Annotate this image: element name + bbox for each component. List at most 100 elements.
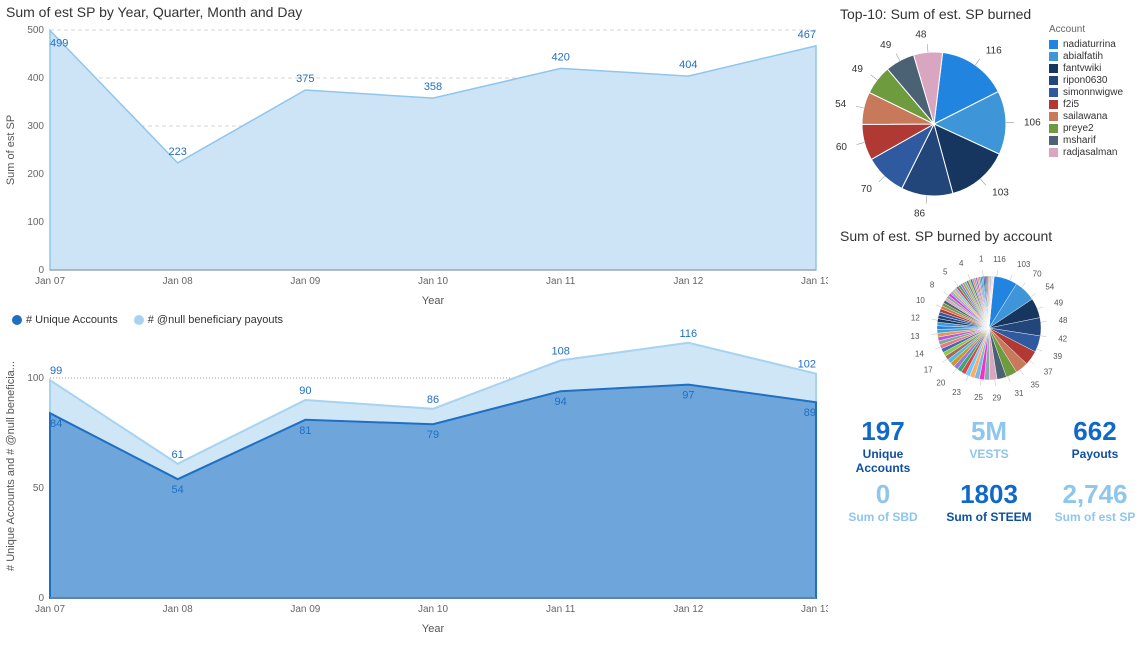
- svg-text:48: 48: [1059, 316, 1068, 325]
- svg-text:54: 54: [835, 99, 847, 110]
- all-pie-title: Sum of est. SP burned by account: [840, 228, 1144, 244]
- svg-text:4: 4: [959, 259, 964, 268]
- svg-text:Jan 11: Jan 11: [546, 276, 576, 287]
- svg-text:Jan 13: Jan 13: [801, 604, 828, 615]
- svg-text:20: 20: [936, 379, 945, 388]
- svg-text:100: 100: [27, 217, 44, 228]
- svg-text:Year: Year: [422, 623, 445, 635]
- svg-text:17: 17: [924, 366, 933, 375]
- svg-text:1: 1: [979, 254, 984, 263]
- kpi-label: Sum of STEEM: [940, 510, 1038, 524]
- svg-text:500: 500: [27, 25, 44, 36]
- legend-item[interactable]: nadiaturrina: [1049, 39, 1123, 50]
- kpi-card: 0Sum of SBD: [834, 479, 932, 524]
- svg-text:49: 49: [880, 40, 892, 51]
- svg-text:49: 49: [852, 64, 864, 75]
- svg-text:103: 103: [992, 188, 1009, 199]
- svg-text:Jan 12: Jan 12: [673, 604, 703, 615]
- svg-text:90: 90: [299, 385, 311, 397]
- svg-text:31: 31: [1015, 389, 1024, 398]
- svg-text:Jan 08: Jan 08: [163, 276, 193, 287]
- kpi-grid: 197Unique Accounts5MVESTS662Payouts0Sum …: [834, 416, 1144, 524]
- svg-text:Jan 10: Jan 10: [418, 604, 448, 615]
- svg-text:Sum of est SP: Sum of est SP: [5, 115, 17, 185]
- svg-text:29: 29: [992, 394, 1001, 403]
- area-chart: Sum of est SP by Year, Quarter, Month an…: [0, 0, 830, 310]
- kpi-label: Sum of est SP: [1046, 510, 1144, 524]
- svg-text:Jan 09: Jan 09: [290, 604, 320, 615]
- svg-text:13: 13: [911, 332, 920, 341]
- svg-text:106: 106: [1024, 117, 1041, 128]
- svg-text:54: 54: [1045, 282, 1054, 291]
- combo-chart-svg: 050100Jan 07Jan 08Jan 09Jan 10Jan 11Jan …: [0, 328, 828, 638]
- svg-text:0: 0: [38, 265, 44, 276]
- legend-item[interactable]: fantvwiki: [1049, 63, 1123, 74]
- svg-text:223: 223: [168, 146, 186, 158]
- svg-text:60: 60: [836, 142, 848, 153]
- svg-text:404: 404: [679, 59, 697, 71]
- svg-text:35: 35: [1031, 380, 1040, 389]
- svg-text:358: 358: [424, 81, 442, 93]
- svg-text:375: 375: [296, 73, 314, 85]
- svg-text:Jan 07: Jan 07: [35, 276, 65, 287]
- svg-text:10: 10: [916, 296, 925, 305]
- kpi-label: VESTS: [940, 447, 1038, 461]
- svg-text:94: 94: [555, 396, 567, 408]
- svg-text:467: 467: [798, 29, 816, 41]
- svg-text:25: 25: [974, 393, 983, 402]
- svg-text:Jan 09: Jan 09: [290, 276, 320, 287]
- legend-item[interactable]: radjasalman: [1049, 147, 1123, 158]
- svg-text:84: 84: [50, 418, 62, 430]
- kpi-value: 197: [834, 416, 932, 447]
- kpi-card: 5MVESTS: [940, 416, 1038, 475]
- kpi-card: 2,746Sum of est SP: [1046, 479, 1144, 524]
- kpi-value: 662: [1046, 416, 1144, 447]
- legend-item[interactable]: preye2: [1049, 123, 1123, 134]
- top10-pie-title: Top-10: Sum of est. SP burned: [840, 6, 1144, 22]
- legend-item-unique: # Unique Accounts: [12, 314, 118, 326]
- svg-text:300: 300: [27, 121, 44, 132]
- svg-text:116: 116: [986, 45, 1002, 56]
- svg-text:54: 54: [172, 484, 184, 496]
- area-chart-svg: 0 100 200 300 400 500 Jan 07 Jan 08 Jan 09 Jan 10…: [0, 22, 828, 310]
- svg-text:86: 86: [427, 394, 439, 406]
- svg-text:103: 103: [1017, 260, 1031, 269]
- svg-text:400: 400: [27, 73, 44, 84]
- svg-text:Jan 08: Jan 08: [163, 604, 193, 615]
- svg-text:42: 42: [1058, 334, 1067, 343]
- svg-text:70: 70: [861, 184, 873, 195]
- top10-pie-svg: 11610610386706054494948: [834, 24, 1049, 224]
- legend-item[interactable]: abialfatih: [1049, 51, 1123, 62]
- svg-text:102: 102: [798, 359, 816, 371]
- svg-text:200: 200: [27, 169, 44, 180]
- svg-text:50: 50: [33, 483, 45, 494]
- svg-text:86: 86: [914, 209, 926, 220]
- legend-item[interactable]: msharif: [1049, 135, 1123, 146]
- legend-item[interactable]: sailawana: [1049, 111, 1123, 122]
- svg-text:Jan 10: Jan 10: [418, 276, 448, 287]
- svg-text:39: 39: [1053, 352, 1062, 361]
- all-pie-svg: 1161037054494842393735312925232017141312…: [834, 246, 1144, 406]
- legend-item[interactable]: ripon0630: [1049, 75, 1123, 86]
- legend-item[interactable]: simonnwigwe: [1049, 87, 1123, 98]
- combo-chart: # Unique Accounts # @null beneficiary pa…: [0, 310, 830, 638]
- svg-text:Jan 11: Jan 11: [546, 604, 576, 615]
- svg-text:Jan 13: Jan 13: [801, 276, 828, 287]
- kpi-value: 2,746: [1046, 479, 1144, 510]
- svg-text:420: 420: [551, 51, 569, 63]
- kpi-value: 1803: [940, 479, 1038, 510]
- kpi-label: Unique Accounts: [834, 447, 932, 475]
- svg-text:14: 14: [915, 350, 924, 359]
- legend-item-payouts: # @null beneficiary payouts: [134, 314, 283, 326]
- svg-text:99: 99: [50, 365, 62, 377]
- legend-item[interactable]: f2i5: [1049, 99, 1123, 110]
- svg-text:23: 23: [952, 388, 961, 397]
- kpi-value: 5M: [940, 416, 1038, 447]
- kpi-card: 197Unique Accounts: [834, 416, 932, 475]
- svg-text:5: 5: [943, 268, 948, 277]
- svg-text:61: 61: [172, 449, 184, 461]
- svg-text:100: 100: [27, 373, 44, 384]
- svg-text:Jan 07: Jan 07: [35, 604, 65, 615]
- kpi-label: Sum of SBD: [834, 510, 932, 524]
- svg-text:108: 108: [551, 345, 569, 357]
